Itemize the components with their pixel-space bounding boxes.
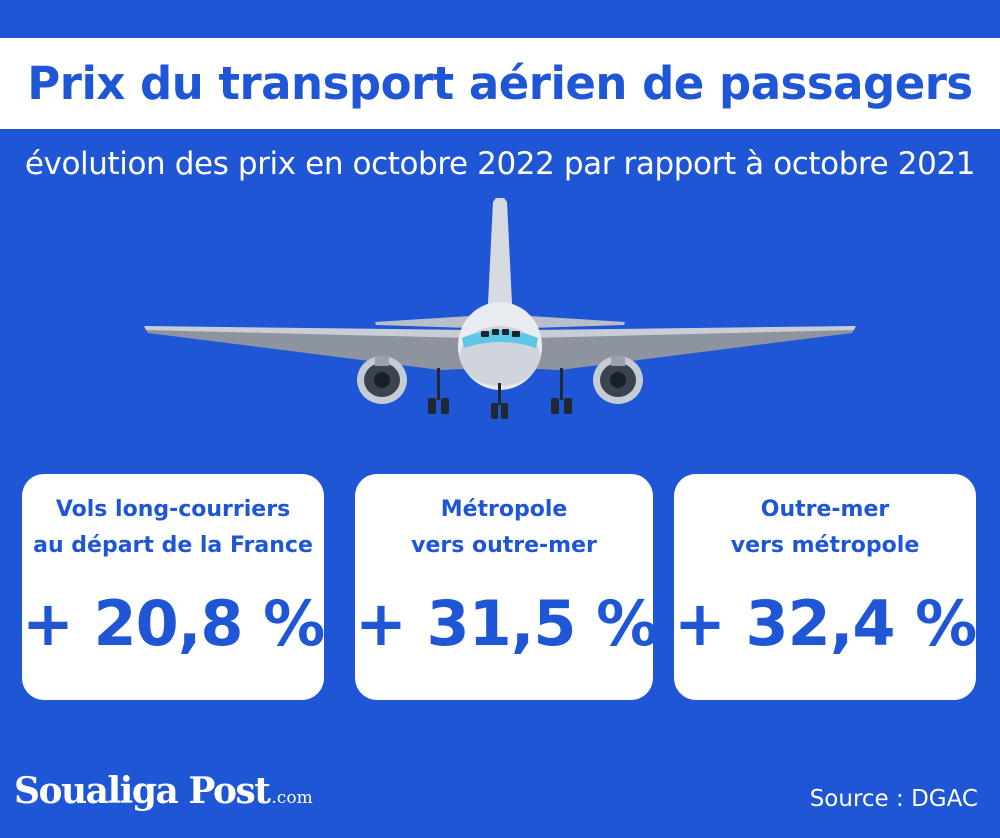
card-label: Vols long-courriers au départ de la Fran… (22, 492, 324, 564)
stat-card-metropole-outremer: Métropole vers outre-mer + 31,5 % (355, 474, 658, 700)
right-engine (593, 356, 643, 404)
card-value: + 20,8 % (22, 587, 325, 660)
card-label-line2: au départ de la France (33, 533, 313, 558)
card-label-line2: vers outre-mer (411, 533, 597, 558)
card-label: Métropole vers outre-mer (355, 492, 653, 564)
card-label-line2: vers métropole (730, 533, 920, 558)
page-title: Prix du transport aérien de passagers (27, 57, 973, 110)
landing-gear (428, 368, 572, 419)
card-label-line1: Métropole (440, 497, 568, 522)
card-value: + 31,5 % (355, 587, 658, 660)
title-band: Prix du transport aérien de passagers (0, 38, 1000, 129)
card-label: Outre-mer vers métropole (674, 492, 976, 564)
stat-card-outremer-metropole: Outre-mer vers métropole + 32,4 % (674, 474, 977, 700)
card-label-line1: Vols long-courriers (55, 497, 291, 522)
logo-suffix: .com (271, 788, 313, 808)
stat-card-long-haul: Vols long-courriers au départ de la Fran… (22, 474, 325, 700)
brand-logo: Soualiga Post .com (14, 770, 313, 812)
logo-text: Soualiga Post (14, 770, 271, 812)
source-credit: Source : DGAC (809, 786, 978, 812)
page-subtitle: évolution des prix en octobre 2022 par r… (24, 146, 976, 182)
card-label-line1: Outre-mer (760, 497, 890, 522)
card-value: + 32,4 % (674, 587, 977, 660)
airplane-illustration (144, 198, 856, 419)
tail-fin (487, 198, 513, 323)
left-engine (357, 356, 407, 404)
